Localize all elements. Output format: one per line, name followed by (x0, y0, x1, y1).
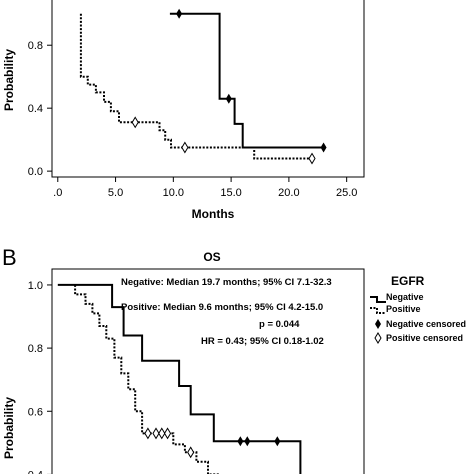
panel-b-y-tick-label: 0.8 (28, 343, 43, 355)
legend-line-negative (370, 296, 386, 303)
annotation-negative-median: Negative: Median 19.7 months; 95% CI 7.1… (121, 277, 332, 288)
panel-a-series-line-solid (169, 12, 324, 149)
panel-a-x-axis: .0 5.0 10.0 15.0 20.0 25.0 (53, 177, 357, 199)
panel-a-y-tick-label: 0.4 (28, 103, 43, 115)
legend: EGFR Negative Positive Negative censored… (370, 274, 466, 344)
panel-a-series (79, 8, 327, 165)
legend-item-negative-censored: Negative censored (375, 319, 466, 329)
panel-b-y-tick-label: 0.4 (28, 469, 43, 474)
panel-a-y-tick-label: 0.8 (28, 40, 43, 52)
panel-b-ylabel: Probability (2, 397, 16, 459)
annotation-hazard-ratio: HR = 0.43; 95% CI 0.18-1.02 (201, 336, 324, 347)
panel-b-censor-marker-positive (163, 427, 172, 440)
annotation-positive-median: Positive: Median 9.6 months; 95% CI 4.2-… (121, 302, 323, 313)
panel-b-plot-frame (51, 268, 365, 474)
panel-a-x-tick-label: 15.0 (220, 187, 241, 199)
legend-item-positive-censored: Positive censored (374, 332, 463, 344)
legend-label-negative-censored: Negative censored (386, 319, 466, 329)
panel-a-series-line-dotted (79, 13, 312, 160)
panel-a-censor-marker-solid (320, 142, 327, 153)
legend-title: EGFR (391, 274, 425, 288)
panel-b-censor-marker-negative (274, 436, 281, 447)
panel-a-ylabel: Probability (2, 49, 16, 111)
panel-a-censor-marker-solid (225, 93, 232, 104)
panel-a-x-tick-label: 5.0 (108, 187, 123, 199)
panel-b-censor-marker-negative (244, 436, 251, 447)
panel-a-x-tick-label: 20.0 (278, 187, 299, 199)
legend-item-negative: Negative (370, 292, 424, 303)
panel-b-censor-marker-positive (187, 446, 195, 459)
panel-b-annotations: Negative: Median 19.7 months; 95% CI 7.1… (121, 277, 332, 347)
panel-a-x-tick-label: 25.0 (336, 187, 357, 199)
legend-label-positive: Positive (386, 304, 421, 314)
legend-marker-positive-censored (374, 332, 382, 344)
panel-a-y-tick-label: 0.0 (28, 166, 43, 178)
panel-a-x-tick-label: .0 (53, 187, 62, 199)
panel-a-xlabel: Months (192, 207, 235, 221)
panel-b-y-tick-label: 0.6 (28, 406, 43, 418)
panel-a-censor-marker-dotted (181, 141, 189, 154)
panel-b-letter: B (2, 245, 17, 270)
annotation-p-value: p = 0.044 (259, 319, 300, 330)
panel-a-y-axis: 0.0 0.4 0.8 (28, 40, 52, 178)
panel-b-censor-marker-positive (152, 427, 160, 440)
panel-b-series-line-positive (74, 284, 221, 474)
panel-a-plot-frame (51, 0, 365, 178)
panel-b-censor-marker-positive (158, 427, 166, 440)
panel-a-x-tick-label: 10.0 (163, 187, 184, 199)
panel-b: B OS Probability 0.4 0.6 0.8 1.0 Negative: … (2, 245, 466, 474)
legend-label-positive-censored: Positive censored (386, 333, 463, 343)
panel-b-series-line-negative (57, 283, 302, 474)
panel-a-censor-marker-dotted (308, 152, 316, 165)
panel-b-title: OS (203, 250, 220, 264)
panel-b-series (57, 283, 302, 474)
panel-a-censor-marker-dotted (131, 116, 139, 129)
panel-b-y-axis: 0.4 0.6 0.8 1.0 (28, 280, 52, 474)
legend-item-positive: Positive (370, 304, 421, 314)
panel-a: Probability 0.0 0.4 0.8 .0 5.0 10.0 15.0 20.0 2… (2, 0, 365, 221)
legend-label-negative: Negative (386, 292, 424, 302)
panel-b-y-tick-label: 1.0 (28, 280, 43, 292)
legend-marker-negative-censored (375, 319, 381, 329)
panel-b-censor-marker-negative (237, 436, 244, 447)
legend-line-positive (370, 307, 386, 314)
panel-a-censor-marker-solid (176, 8, 183, 19)
panel-b-censor-marker-positive (144, 427, 152, 440)
